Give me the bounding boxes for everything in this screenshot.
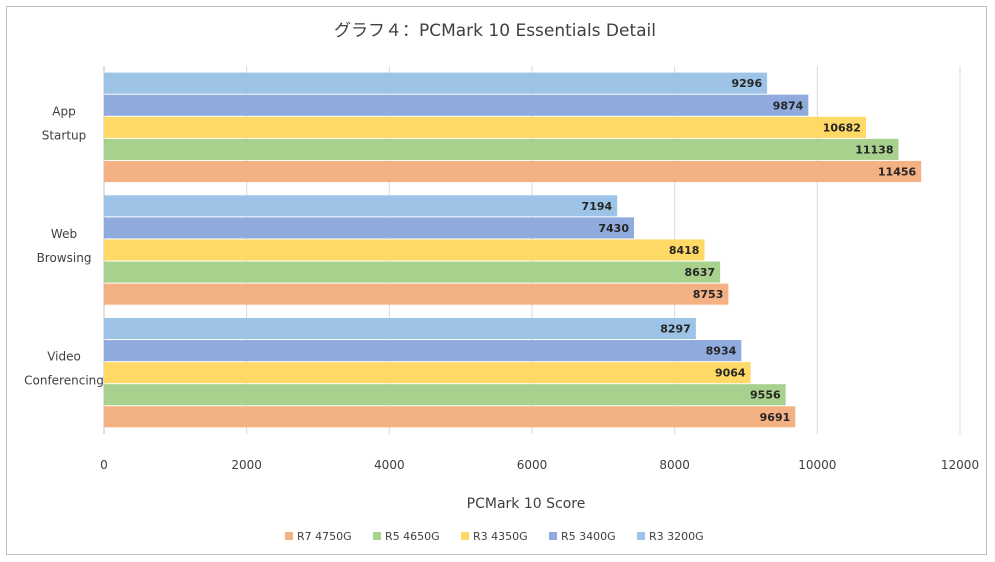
bar [104, 340, 742, 362]
x-tick-label: 0 [100, 458, 108, 472]
data-label: 7430 [598, 222, 629, 235]
bar [104, 317, 696, 340]
x-tick-label: 6000 [517, 458, 548, 472]
x-tick-label: 4000 [374, 458, 405, 472]
data-label: 9296 [731, 77, 762, 90]
data-label: 8297 [660, 323, 691, 336]
bar-layer [104, 72, 922, 428]
bar [104, 138, 899, 160]
bar [104, 195, 618, 217]
legend-label: R5 3400G [561, 530, 616, 543]
legend-swatch [461, 532, 469, 540]
x-tick-label: 8000 [659, 458, 690, 472]
data-label: 11456 [878, 165, 917, 178]
x-tick-label: 2000 [231, 458, 262, 472]
category-labels: App Startup Web Browsing Video Conferencing [24, 104, 104, 387]
legend-label: R3 3200G [649, 530, 704, 543]
bar [104, 239, 705, 261]
data-label: 8934 [706, 345, 737, 358]
bar [104, 94, 809, 116]
data-label: 11138 [855, 143, 893, 156]
chart-title: グラフ４：PCMark 10 Essentials Detail [334, 21, 656, 41]
data-label: 9064 [715, 367, 746, 380]
data-label: 7194 [582, 200, 613, 213]
data-label: 9874 [773, 99, 804, 112]
x-tick-label: 12000 [941, 458, 979, 472]
bar [104, 283, 729, 305]
data-label: 8418 [669, 244, 700, 257]
category-label: Conferencing [24, 374, 104, 388]
category-label: Startup [42, 128, 87, 142]
data-label: 8637 [684, 266, 715, 279]
legend-label: R3 4350G [473, 530, 528, 543]
legend-label: R7 4750G [297, 530, 352, 543]
label-layer: 9296 9874 10682 11138 11456 7194 7430 8418 8637 8… [582, 77, 917, 424]
legend-label: R5 4650G [385, 530, 440, 543]
bar [104, 406, 796, 428]
data-label: 9556 [750, 389, 781, 402]
legend-swatch [637, 532, 645, 540]
data-label: 8753 [693, 288, 724, 301]
legend-swatch [549, 532, 557, 540]
data-label: 9691 [760, 411, 791, 424]
bar [104, 261, 721, 283]
bar [104, 362, 751, 384]
bar [104, 72, 768, 94]
legend-swatch [285, 532, 293, 540]
x-tick-labels: 0 2000 4000 6000 8000 10000 12000 [100, 458, 979, 472]
bar [104, 116, 866, 138]
category-label: Web [51, 227, 77, 241]
category-label: Video [47, 350, 81, 364]
bar [104, 160, 922, 183]
legend: R7 4750G R5 4650G R3 4350G R5 3400G R3 3200G [285, 530, 704, 543]
bar [104, 217, 635, 239]
category-label: App [52, 104, 75, 118]
x-axis-title: PCMark 10 Score [467, 496, 586, 512]
legend-swatch [373, 532, 381, 540]
category-label: Browsing [37, 251, 92, 265]
bar [104, 384, 786, 406]
data-label: 10682 [823, 121, 861, 134]
x-tick-label: 10000 [798, 458, 836, 472]
